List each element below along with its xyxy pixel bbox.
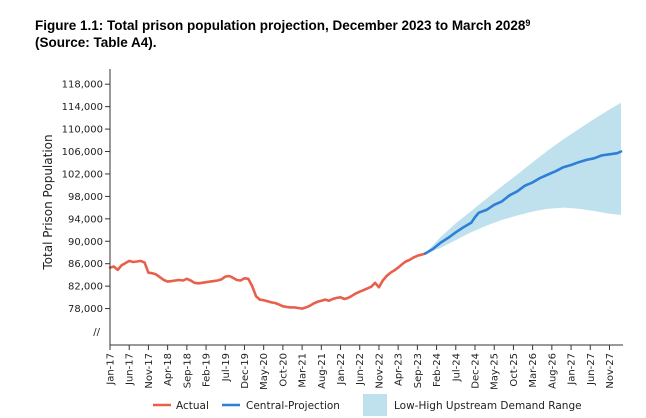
x-tick-label: May-25 <box>490 353 501 390</box>
y-tick-label: 114,000 <box>62 102 103 113</box>
y-axis-title: Total Prison Population <box>41 134 55 270</box>
x-tick-label: Nov-17 <box>144 353 155 389</box>
x-tick-label: Apr-18 <box>163 353 174 386</box>
y-tick-label: 94,000 <box>68 214 103 225</box>
legend-range-swatch <box>363 394 387 416</box>
central-projection-line <box>423 150 623 255</box>
y-axis-break: // <box>93 327 100 338</box>
x-tick-label: Oct-25 <box>509 353 520 387</box>
figure-title-text: Figure 1.1: Total prison population proj… <box>35 18 526 33</box>
x-tick-label: Sep-23 <box>413 353 424 388</box>
x-tick-label: Sep-18 <box>182 353 193 388</box>
figure-title-footnote: 9 <box>525 18 531 28</box>
figure-title: Figure 1.1: Total prison population proj… <box>35 17 635 51</box>
x-tick-label: Feb-24 <box>432 353 443 387</box>
actual-line <box>108 252 427 310</box>
legend-central-label: Central-Projection <box>246 400 340 412</box>
y-tick-label: 86,000 <box>68 259 103 270</box>
x-tick-label: Jul-24 <box>451 353 462 382</box>
y-tick-label: 106,000 <box>62 147 103 158</box>
x-tick-label: Nov-22 <box>374 353 385 389</box>
legend-actual-label: Actual <box>176 400 209 412</box>
x-tick-label: Apr-23 <box>394 353 405 386</box>
y-tick-label: 82,000 <box>68 282 103 293</box>
legend-range-label: Low-High Upstream Demand Range <box>394 400 582 412</box>
y-tick-label: 78,000 <box>68 304 103 315</box>
x-tick-label: Nov-27 <box>605 353 616 389</box>
x-tick-label: Jul-19 <box>221 353 232 382</box>
x-tick-label: Jun-17 <box>125 353 136 386</box>
x-tick-label: Jun-22 <box>355 353 366 386</box>
x-tick-label: Dec-19 <box>240 353 251 389</box>
x-tick-label: Feb-19 <box>202 353 213 387</box>
x-tick-label: Jan-17 <box>106 353 117 386</box>
x-tick-label: Aug-26 <box>547 353 558 389</box>
x-tick-label: Mar-26 <box>528 353 539 388</box>
x-tick-label: Dec-24 <box>471 353 482 389</box>
figure-source: (Source: Table A4). <box>35 35 157 50</box>
projection-range-band <box>425 102 621 254</box>
x-tick-label: Jan-22 <box>336 353 347 386</box>
x-tick-label: Aug-21 <box>317 353 328 389</box>
x-tick-label: Oct-20 <box>278 353 289 387</box>
y-tick-label: 98,000 <box>68 192 103 203</box>
y-tick-label: 102,000 <box>62 169 103 180</box>
x-tick-label: May-20 <box>259 353 270 390</box>
x-tick-label: Jan-27 <box>567 353 578 386</box>
x-tick-label: Jun-27 <box>586 353 597 386</box>
y-tick-label: 118,000 <box>62 80 103 91</box>
y-tick-label: 90,000 <box>68 237 103 248</box>
y-tick-label: 110,000 <box>62 125 103 136</box>
x-tick-label: Mar-21 <box>298 353 309 388</box>
